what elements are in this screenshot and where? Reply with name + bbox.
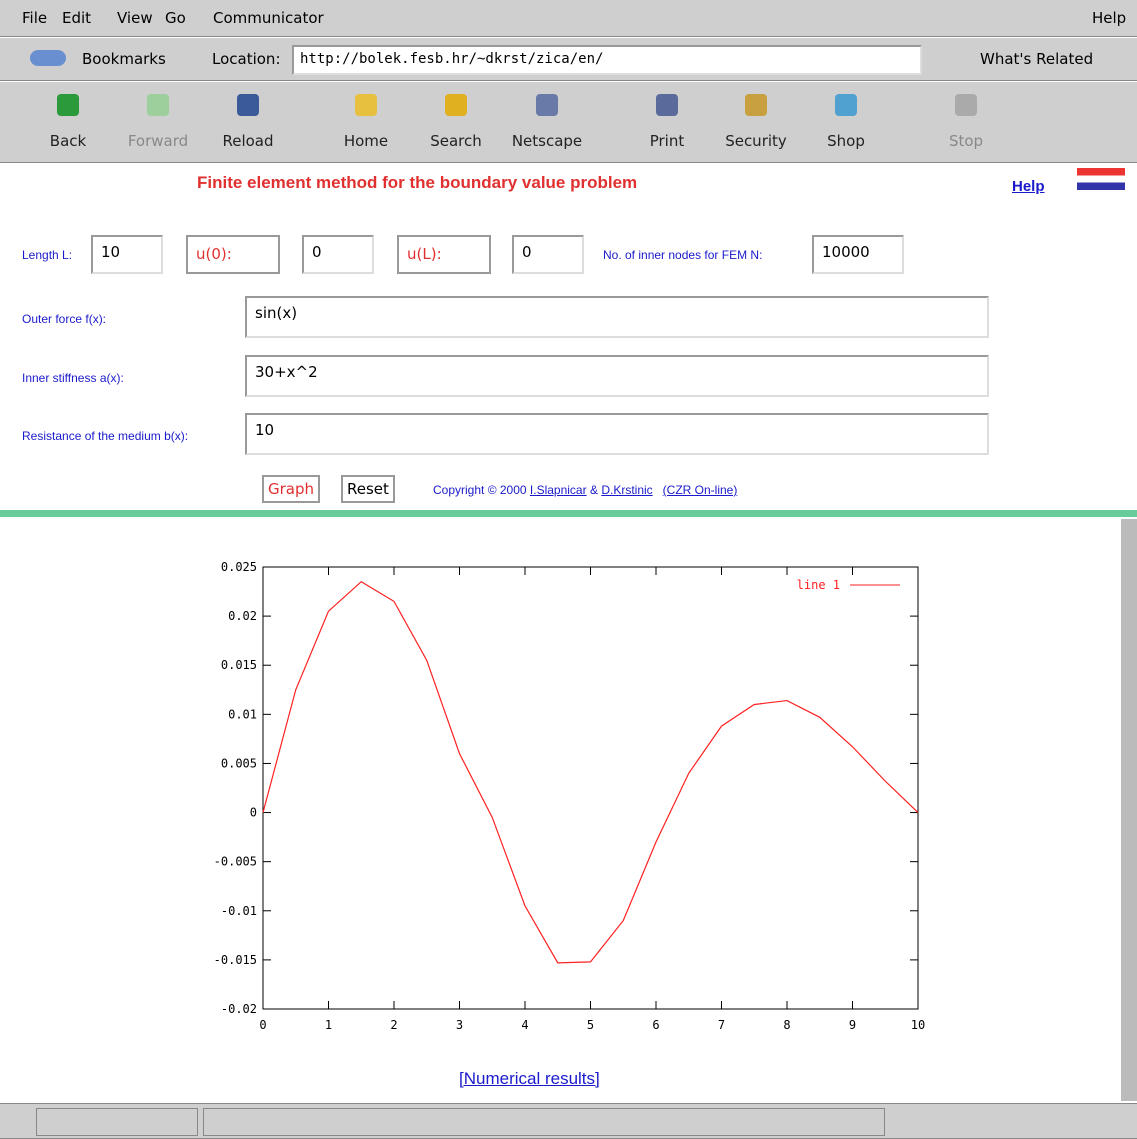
- u0-input[interactable]: 0: [302, 235, 374, 274]
- y-tick-label: 0.02: [228, 609, 257, 623]
- numerical-results-link[interactable]: [Numerical results]: [459, 1069, 600, 1089]
- croatian-flag[interactable]: [1077, 168, 1125, 190]
- toolbar-icon: [237, 94, 259, 116]
- x-tick-label: 5: [587, 1018, 594, 1032]
- menu-item[interactable]: Edit: [62, 9, 91, 27]
- whats-related[interactable]: What's Related: [980, 50, 1093, 68]
- toolbar-icon: [147, 94, 169, 116]
- copyright: Copyright © 2000 I.Slapnicar & D.Krstini…: [433, 483, 737, 497]
- y-tick-label: -0.005: [214, 855, 257, 869]
- toolbar-icon: [57, 94, 79, 116]
- x-tick-label: 7: [718, 1018, 725, 1032]
- toolbar-icon: [745, 94, 767, 116]
- x-tick-label: 8: [783, 1018, 790, 1032]
- toolbar-button[interactable]: Reload: [203, 132, 293, 150]
- progress-field: [36, 1108, 198, 1136]
- toolbar-button[interactable]: Print: [622, 132, 712, 150]
- x-tick-label: 3: [456, 1018, 463, 1032]
- browser-window: {"menu":["File","Edit","View","Go","Comm…: [0, 0, 1137, 1137]
- x-tick-label: 6: [652, 1018, 659, 1032]
- toolbar-button[interactable]: Forward: [113, 132, 203, 150]
- y-tick-label: 0.015: [221, 658, 257, 672]
- toolbar-button[interactable]: Security: [711, 132, 801, 150]
- toolbar-button[interactable]: Shop: [801, 132, 891, 150]
- resistance-label: Resistance of the medium b(x):: [22, 429, 188, 443]
- x-tick-label: 0: [259, 1018, 266, 1032]
- menu-item[interactable]: Go: [165, 9, 186, 27]
- toolbar-icon: [536, 94, 558, 116]
- uL-input[interactable]: 0: [512, 235, 584, 274]
- y-tick-label: 0.025: [221, 560, 257, 574]
- uL-select[interactable]: u(L):: [397, 235, 491, 274]
- y-tick-label: 0.01: [228, 707, 257, 721]
- help-link[interactable]: Help: [1012, 178, 1045, 195]
- toolbar-button[interactable]: Back: [23, 132, 113, 150]
- toolbar-button[interactable]: Stop: [921, 132, 1011, 150]
- force-label: Outer force f(x):: [22, 312, 106, 326]
- menu-item[interactable]: Communicator: [213, 9, 324, 27]
- toolbar-icon: [835, 94, 857, 116]
- x-tick-label: 9: [849, 1018, 856, 1032]
- toolbar-button[interactable]: Netscape: [502, 132, 592, 150]
- menu-item[interactable]: File: [22, 9, 47, 27]
- y-tick-label: 0: [250, 806, 257, 820]
- force-input[interactable]: sin(x): [245, 296, 989, 338]
- frame-divider: [0, 510, 1137, 517]
- status-field: [203, 1108, 885, 1136]
- toolbar-icon: [656, 94, 678, 116]
- length-input[interactable]: 10: [91, 235, 163, 274]
- copyright-text: Copyright © 2000: [433, 483, 527, 497]
- author-link[interactable]: D.Krstinic: [601, 483, 652, 497]
- and: &: [590, 483, 598, 497]
- resistance-input[interactable]: 10: [245, 413, 989, 455]
- bookmarks-icon: [30, 50, 66, 66]
- stiffness-label: Inner stiffness a(x):: [22, 371, 124, 385]
- location-bar: Bookmarks Location: http://bolek.fesb.hr…: [0, 38, 1137, 81]
- chart: -0.02 -0.015 -0.01 -0.005 0 0.005 0.01 0.015 0.0…: [0, 519, 1120, 1079]
- u0-select[interactable]: u(0):: [186, 235, 280, 274]
- graph-button[interactable]: Graph: [262, 475, 320, 503]
- toolbar-icon: [955, 94, 977, 116]
- nodes-label: No. of inner nodes for FEM N:: [603, 248, 762, 262]
- author-link[interactable]: I.Slapnicar: [530, 483, 587, 497]
- reset-button[interactable]: Reset: [341, 475, 395, 503]
- page-title: Finite element method for the boundary v…: [197, 173, 637, 193]
- status-bar: [0, 1103, 1137, 1139]
- location-label: Location:: [212, 50, 281, 68]
- x-tick-label: 1: [325, 1018, 332, 1032]
- menu-bar: File Edit View Go Communicator Help: [0, 0, 1137, 37]
- toolbar-icon: [355, 94, 377, 116]
- menu-item[interactable]: Help: [1092, 9, 1126, 27]
- nodes-input[interactable]: 10000: [812, 235, 904, 274]
- y-tick-label: 0.005: [221, 756, 257, 770]
- y-tick-label: -0.01: [221, 904, 257, 918]
- bookmarks-button[interactable]: Bookmarks: [82, 50, 166, 68]
- scrollbar[interactable]: [1121, 519, 1137, 1101]
- url-field[interactable]: http://bolek.fesb.hr/~dkrst/zica/en/: [292, 45, 922, 75]
- y-tick-label: -0.015: [214, 953, 257, 967]
- czr-link[interactable]: (CZR On-line): [663, 483, 738, 497]
- data-line: [263, 582, 918, 963]
- menu-item[interactable]: View: [117, 9, 153, 27]
- legend-label: line 1: [797, 578, 840, 592]
- toolbar-button[interactable]: Home: [321, 132, 411, 150]
- x-tick-label: 4: [521, 1018, 528, 1032]
- plot-frame: [263, 567, 918, 1009]
- x-tick-label: 2: [390, 1018, 397, 1032]
- length-label: Length L:: [22, 248, 72, 262]
- toolbar-icon: [445, 94, 467, 116]
- toolbar-button[interactable]: Search: [411, 132, 501, 150]
- y-tick-label: -0.02: [221, 1002, 257, 1016]
- x-tick-label: 10: [911, 1018, 925, 1032]
- stiffness-input[interactable]: 30+x^2: [245, 355, 989, 397]
